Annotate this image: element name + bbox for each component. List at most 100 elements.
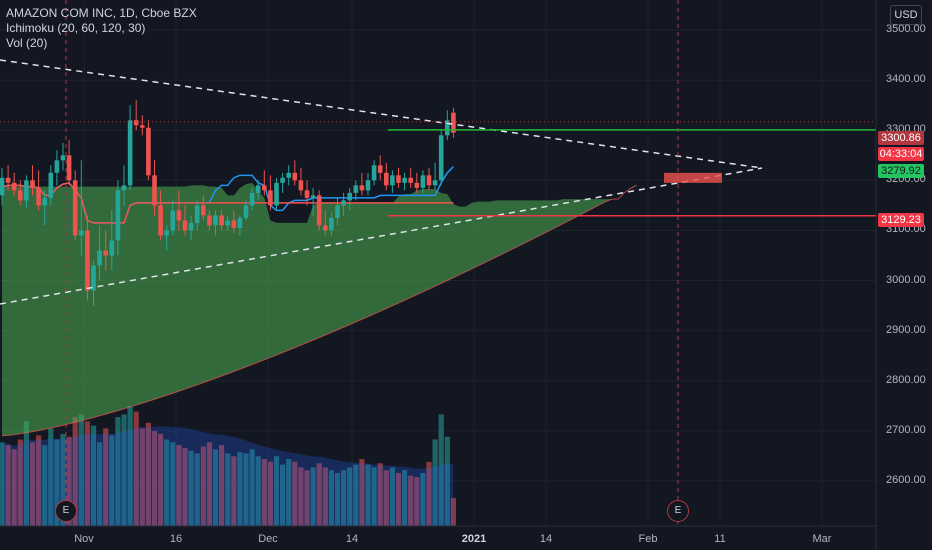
- volume-bar: [389, 467, 395, 526]
- candle-body: [109, 240, 115, 256]
- candle-body: [207, 215, 212, 226]
- time-tick-label: 14: [345, 533, 359, 545]
- candle-body: [335, 205, 340, 218]
- candle-body: [133, 120, 139, 126]
- candle-body: [225, 220, 230, 226]
- candle-body: [316, 195, 322, 226]
- time-tick-label: 11: [714, 533, 726, 545]
- volume-bar: [72, 417, 78, 526]
- candle-body: [5, 177, 11, 183]
- candle-body: [292, 172, 298, 181]
- volume-bar: [414, 477, 420, 526]
- candle-body: [255, 185, 261, 193]
- ichimoku-label[interactable]: Ichimoku (20, 60, 120, 30): [6, 21, 146, 35]
- candle-body: [286, 172, 291, 178]
- volume-bar: [54, 439, 60, 526]
- lower-trendline: [0, 167, 763, 305]
- candle-body: [48, 172, 54, 198]
- volume-bar: [231, 456, 237, 526]
- candle-body: [91, 265, 96, 291]
- candle-body: [377, 165, 383, 173]
- candle-body: [249, 192, 255, 206]
- volume-bar: [60, 433, 66, 526]
- volume-bar: [432, 439, 438, 526]
- volume-bar: [121, 414, 127, 526]
- candle-body: [432, 180, 438, 186]
- volume-bar: [310, 467, 316, 526]
- candle-body: [323, 225, 328, 231]
- volume-bar: [280, 464, 286, 526]
- volume-bar: [219, 445, 225, 526]
- volume-bar: [316, 463, 322, 526]
- volume-bar: [115, 417, 121, 526]
- time-tick-label: 14: [539, 533, 553, 545]
- volume-bar: [66, 436, 72, 526]
- volume-bar: [243, 453, 249, 526]
- volume-bar: [206, 442, 212, 526]
- price-tick-label: 2800.00: [886, 373, 926, 386]
- symbol-title[interactable]: AMAZON COM INC, 1D, Cboe BZX: [6, 6, 197, 20]
- candle-body: [298, 180, 304, 191]
- volume-pane: [0, 406, 456, 526]
- candle-body: [371, 165, 377, 181]
- candle-body: [396, 175, 401, 183]
- earnings-marker-past[interactable]: E: [55, 500, 77, 522]
- candle-body: [158, 205, 163, 236]
- time-tick-label: 2021: [461, 533, 487, 545]
- volume-bar: [334, 472, 341, 526]
- candle-body: [194, 205, 200, 223]
- volume-bar: [371, 467, 377, 526]
- candle-body: [329, 217, 334, 231]
- volume-bar: [194, 453, 200, 526]
- candle-body: [445, 120, 450, 136]
- price-tick-label: 3400.00: [886, 73, 926, 86]
- countdown-tag: 04:33:04: [878, 147, 924, 161]
- candle-body: [176, 210, 182, 221]
- volume-bar: [225, 453, 231, 526]
- volume-bar: [353, 464, 359, 526]
- volume-bar: [286, 459, 292, 526]
- price-tick-label: 2700.00: [886, 423, 926, 436]
- volume-bar: [84, 421, 90, 526]
- price-tick-label: 3500.00: [886, 23, 926, 36]
- candle-body: [72, 180, 78, 236]
- currency-button[interactable]: USD: [890, 5, 922, 25]
- candle-body: [365, 180, 371, 191]
- time-tick-label: Feb: [638, 533, 658, 545]
- candle-body: [164, 230, 169, 236]
- volume-bar: [90, 425, 97, 526]
- candle-body: [201, 205, 206, 216]
- candle-body: [237, 217, 243, 228]
- volume-bar: [261, 459, 267, 526]
- candle-body: [146, 127, 151, 176]
- volume-bar: [158, 433, 164, 526]
- volume-bar: [139, 428, 145, 526]
- volume-bar: [426, 461, 432, 526]
- candle-body: [0, 177, 5, 196]
- volume-bar: [359, 459, 365, 526]
- volume-bar: [170, 442, 176, 526]
- volume-bar: [78, 414, 84, 526]
- candle-body: [347, 192, 352, 201]
- candle-body: [341, 200, 346, 206]
- candle-body: [414, 182, 420, 188]
- candle-body: [231, 220, 237, 228]
- candle-body: [213, 215, 218, 226]
- resistance-price-tag: 3300.86: [878, 131, 924, 145]
- candle-body: [36, 187, 41, 206]
- volume-bar: [5, 445, 11, 526]
- drawings[interactable]: [0, 0, 876, 526]
- volume-bar: [0, 442, 5, 526]
- candle-body: [121, 185, 127, 191]
- volume-bar: [322, 467, 328, 526]
- candle-body: [188, 222, 194, 231]
- earnings-marker-upcoming[interactable]: E: [667, 500, 689, 522]
- candle-body: [42, 197, 47, 206]
- candle-body: [274, 182, 279, 206]
- candle-body: [66, 155, 72, 181]
- volume-label[interactable]: Vol (20): [6, 36, 48, 50]
- candle-body: [280, 177, 285, 183]
- candle-body: [79, 230, 84, 236]
